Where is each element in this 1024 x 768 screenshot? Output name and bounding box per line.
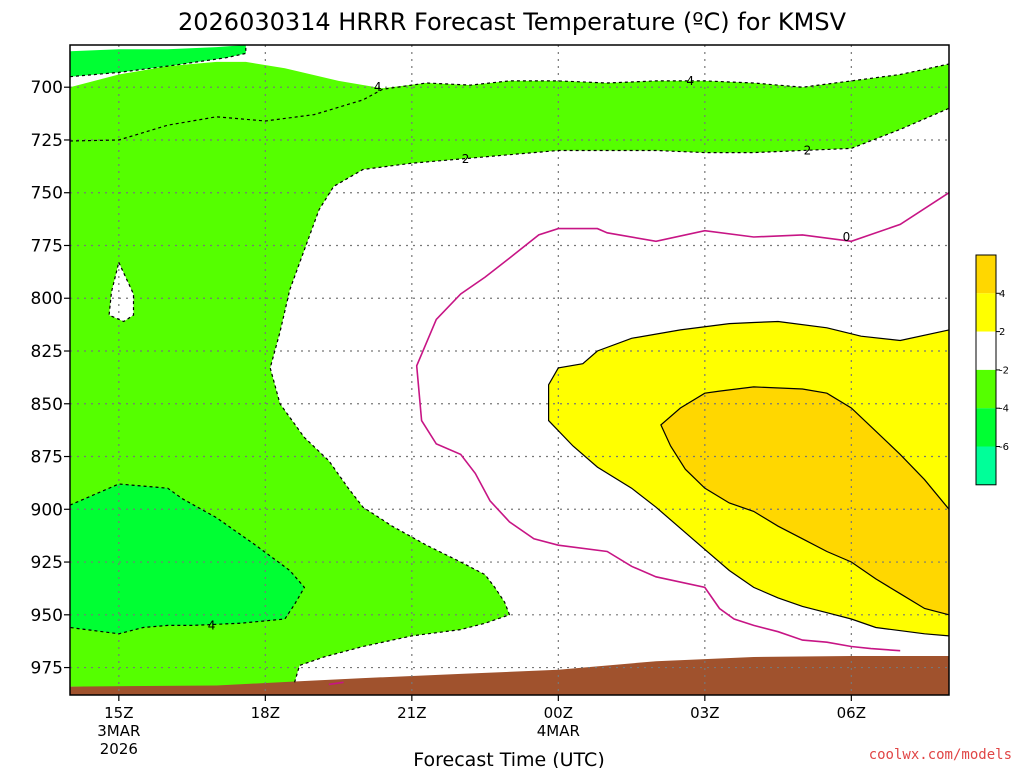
colorbar-swatch-4 bbox=[976, 408, 996, 447]
y-tick-label: 925 bbox=[31, 553, 63, 573]
y-tick-label: 700 bbox=[31, 78, 63, 98]
x-tick-label: 18Z bbox=[251, 704, 280, 722]
x-tick-label: 15Z bbox=[104, 704, 133, 722]
y-axis: 700 725 750 775 800 825 850 875 900 925 950 975 bbox=[31, 78, 70, 679]
y-tick-label: 825 bbox=[31, 342, 63, 362]
colorbar-label: -6 bbox=[999, 442, 1009, 453]
contour-line-0 bbox=[69, 45, 247, 78]
contour-line-3 bbox=[269, 107, 950, 683]
contour-line-8 bbox=[660, 386, 950, 616]
x-tick-label: 21Z bbox=[397, 704, 426, 722]
contour-labels: 4 4 2 2 0 4 bbox=[208, 74, 850, 632]
contour-line-2 bbox=[69, 483, 306, 635]
contour-line-1 bbox=[69, 63, 950, 142]
colorbar-label: -2 bbox=[999, 365, 1009, 376]
y-tick-label: 900 bbox=[31, 500, 63, 520]
x-tick-label: 4MAR bbox=[537, 722, 580, 740]
x-tick-label: 2026 bbox=[100, 740, 138, 758]
contour-line-5 bbox=[328, 681, 344, 686]
y-tick-label: 775 bbox=[31, 236, 63, 256]
temperature-region-2 bbox=[70, 484, 305, 634]
contour-label-3: 2 bbox=[804, 144, 812, 158]
colorbar-label: 2 bbox=[999, 327, 1005, 338]
y-tick-label: 975 bbox=[31, 659, 63, 679]
x-tick-label: 06Z bbox=[837, 704, 866, 722]
temperature-region-5 bbox=[660, 386, 949, 615]
contour-label-1: 4 bbox=[686, 74, 694, 88]
y-tick-label: 875 bbox=[31, 448, 63, 468]
contour-line-6 bbox=[415, 192, 950, 652]
plot-frame bbox=[69, 44, 950, 696]
colorbar-legend: 4 2 -2 -4 -6 bbox=[975, 254, 1009, 486]
colorbar-swatch-5 bbox=[976, 446, 996, 485]
x-tick-label: 3MAR bbox=[97, 722, 140, 740]
contour-line-7 bbox=[547, 320, 950, 637]
x-tick-label: 03Z bbox=[690, 704, 719, 722]
temperature-region-0 bbox=[70, 61, 949, 687]
colorbar-swatch-3 bbox=[976, 369, 996, 409]
y-tick-label: 850 bbox=[31, 395, 63, 415]
contour-label-4: 0 bbox=[843, 230, 851, 244]
y-tick-label: 800 bbox=[31, 289, 63, 309]
colorbar-label: 4 bbox=[999, 289, 1005, 300]
y-tick-label: 725 bbox=[31, 131, 63, 151]
y-tick-label: 750 bbox=[31, 184, 63, 204]
contour-line-4 bbox=[108, 262, 135, 323]
temperature-regions bbox=[70, 45, 949, 695]
colorbar-swatch-0 bbox=[976, 255, 996, 294]
chart-title: 2026030314 HRRR Forecast Temperature (ºC… bbox=[178, 8, 847, 36]
x-axis-label: Forecast Time (UTC) bbox=[413, 749, 604, 768]
colorbar-label: -4 bbox=[999, 404, 1009, 415]
contour-lines bbox=[69, 45, 950, 686]
contour-label-5: 4 bbox=[208, 618, 216, 632]
colorbar-swatch-2 bbox=[976, 331, 996, 370]
temperature-region-1 bbox=[70, 45, 246, 77]
contour-label-2: 2 bbox=[462, 152, 470, 166]
x-tick-label: 00Z bbox=[544, 704, 573, 722]
contour-label-0: 4 bbox=[374, 80, 382, 94]
temperature-region-6 bbox=[70, 656, 949, 695]
y-tick-label: 950 bbox=[31, 606, 63, 626]
colorbar-swatch-1 bbox=[976, 293, 996, 332]
credit-text: coolwx.com/models bbox=[869, 747, 1012, 763]
